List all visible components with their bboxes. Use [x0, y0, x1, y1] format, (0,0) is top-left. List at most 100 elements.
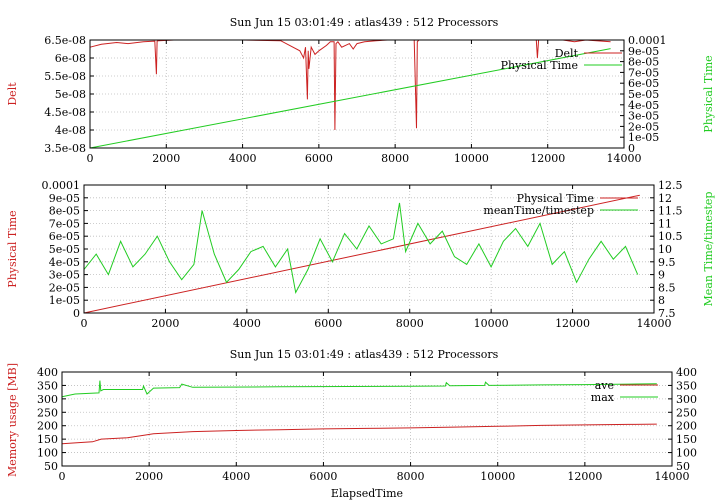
x-tick-label: 4000	[222, 470, 250, 483]
y-left-tick-label: 3.5e-08	[44, 142, 86, 155]
y-right-tick-label: 12	[658, 192, 672, 205]
y-left-tick-label: 9e-05	[49, 192, 80, 205]
y-left-tick-label: 150	[37, 433, 58, 446]
y-right-tick-label: 7.5	[658, 307, 676, 320]
panel3-x-axis-label: ElapsedTime	[331, 487, 403, 500]
x-tick-label: 4000	[229, 152, 257, 165]
y-right-tick-label: 7e-05	[628, 66, 659, 79]
y-right-tick-label: 5e-05	[628, 88, 659, 101]
x-tick-label: 4000	[233, 317, 261, 330]
panel1-title: Sun Jun 15 03:01:49 : atlas439 : 512 Pro…	[230, 16, 499, 29]
y-left-tick-label: 1e-05	[49, 294, 80, 307]
x-tick-label: 12000	[530, 152, 565, 165]
y-right-tick-label: 1e-05	[628, 131, 659, 144]
panel3-frame	[61, 371, 673, 467]
panel2-grid	[84, 185, 654, 313]
panel-delt-physical-time: Sun Jun 15 03:01:49 : atlas439 : 512 Pro…	[6, 16, 715, 165]
y-right-tick-label: 100	[676, 447, 697, 460]
x-tick-label: 12000	[555, 317, 590, 330]
y-right-tick-label: 0.0001	[628, 34, 667, 47]
x-tick-label: 12000	[567, 470, 602, 483]
y-left-tick-label: 250	[37, 406, 58, 419]
panel2-left-axis-label: Physical Time	[6, 210, 19, 287]
x-tick-label: 14000	[607, 152, 642, 165]
panel1-legend-delt: Delt	[555, 47, 579, 60]
x-tick-label: 8000	[381, 152, 409, 165]
series-line-physical-time	[89, 48, 611, 149]
y-left-tick-label: 6.5e-08	[44, 34, 86, 47]
y-left-tick-label: 6e-08	[55, 52, 86, 65]
x-tick-label: 2000	[135, 470, 163, 483]
x-tick-label: 14000	[655, 470, 690, 483]
panel3-series	[61, 380, 657, 445]
y-right-tick-label: 8.5	[658, 281, 676, 294]
panel1-right-axis-label: Physical Time	[702, 55, 715, 132]
y-right-tick-label: 4e-05	[628, 99, 659, 112]
series-line-ave	[61, 423, 657, 445]
panel2-right-axis-label: Mean Time/timestep	[702, 192, 715, 307]
y-right-tick-label: 0	[628, 142, 635, 155]
y-left-tick-label: 4e-08	[55, 124, 86, 137]
x-tick-label: 6000	[309, 470, 337, 483]
panel3-legend: ave max	[591, 379, 658, 404]
y-left-tick-label: 7e-05	[49, 217, 80, 230]
panel3-legend-max: max	[591, 391, 615, 404]
y-left-tick-label: 200	[37, 420, 58, 433]
panel1-grid	[90, 40, 624, 148]
panel3-left-axis-label: Memory usage [MB]	[6, 363, 19, 477]
y-left-tick-label: 3e-05	[49, 269, 80, 282]
x-tick-label: 0	[59, 470, 66, 483]
x-tick-label: 10000	[480, 470, 515, 483]
panel2-series	[83, 194, 640, 314]
x-tick-label: 2000	[152, 152, 180, 165]
y-right-tick-label: 11	[658, 217, 672, 230]
y-left-tick-label: 0.0001	[42, 179, 81, 192]
y-left-tick-label: 4e-05	[49, 256, 80, 269]
y-right-tick-label: 300	[676, 393, 697, 406]
y-left-tick-label: 8e-05	[49, 205, 80, 218]
y-left-tick-label: 5e-08	[55, 88, 86, 101]
series-line-max	[61, 380, 657, 398]
y-left-tick-label: 2e-05	[49, 281, 80, 294]
x-tick-label: 10000	[474, 317, 509, 330]
y-left-tick-label: 5e-05	[49, 243, 80, 256]
panel1-legend: Delt Physical Time	[501, 47, 622, 72]
y-left-tick-label: 350	[37, 379, 58, 392]
y-right-tick-label: 250	[676, 406, 697, 419]
y-right-tick-label: 9	[658, 269, 665, 282]
panel-memory-usage: Sun Jun 15 03:01:49 : atlas439 : 512 Pro…	[6, 348, 697, 500]
y-left-tick-label: 0	[73, 307, 80, 320]
x-tick-label: 6000	[314, 317, 342, 330]
y-left-tick-label: 400	[37, 366, 58, 379]
panel3-title: Sun Jun 15 03:01:49 : atlas439 : 512 Pro…	[230, 348, 499, 361]
y-right-tick-label: 9e-05	[628, 45, 659, 58]
panel3-grid	[62, 372, 672, 466]
x-tick-label: 6000	[305, 152, 333, 165]
y-left-tick-label: 5.5e-08	[44, 70, 86, 83]
x-tick-label: 2000	[151, 317, 179, 330]
x-tick-label: 8000	[397, 470, 425, 483]
y-right-tick-label: 10.5	[658, 230, 683, 243]
x-tick-label: 8000	[396, 317, 424, 330]
y-left-tick-label: 300	[37, 393, 58, 406]
y-right-tick-label: 2e-05	[628, 120, 659, 133]
y-right-tick-label: 50	[676, 460, 690, 473]
panel1-ticks: 0 2000 4000 6000 8000 10000 12000 14000 3.5e-08 4…	[44, 34, 666, 165]
y-right-tick-label: 9.5	[658, 256, 676, 269]
panel2-legend: Physical Time meanTime/timestep	[483, 192, 638, 217]
y-right-tick-label: 200	[676, 420, 697, 433]
x-tick-label: 10000	[454, 152, 489, 165]
x-tick-label: 14000	[637, 317, 672, 330]
panel-physical-time-meantime: 0 2000 4000 6000 8000 10000 12000 14000 01e-052e…	[6, 179, 715, 330]
y-right-tick-label: 150	[676, 433, 697, 446]
y-right-tick-label: 10	[658, 243, 672, 256]
y-left-tick-label: 4.5e-08	[44, 106, 86, 119]
panel3-legend-ave: ave	[595, 379, 614, 392]
y-right-tick-label: 8e-05	[628, 56, 659, 69]
panel2-ticks: 0 2000 4000 6000 8000 10000 12000 14000 01e-052e…	[42, 179, 683, 330]
panel1-left-axis-label: Delt	[6, 82, 19, 106]
x-tick-label: 0	[81, 317, 88, 330]
panel2-legend-physical-time: Physical Time	[517, 192, 594, 205]
series-line-delt	[89, 39, 611, 131]
